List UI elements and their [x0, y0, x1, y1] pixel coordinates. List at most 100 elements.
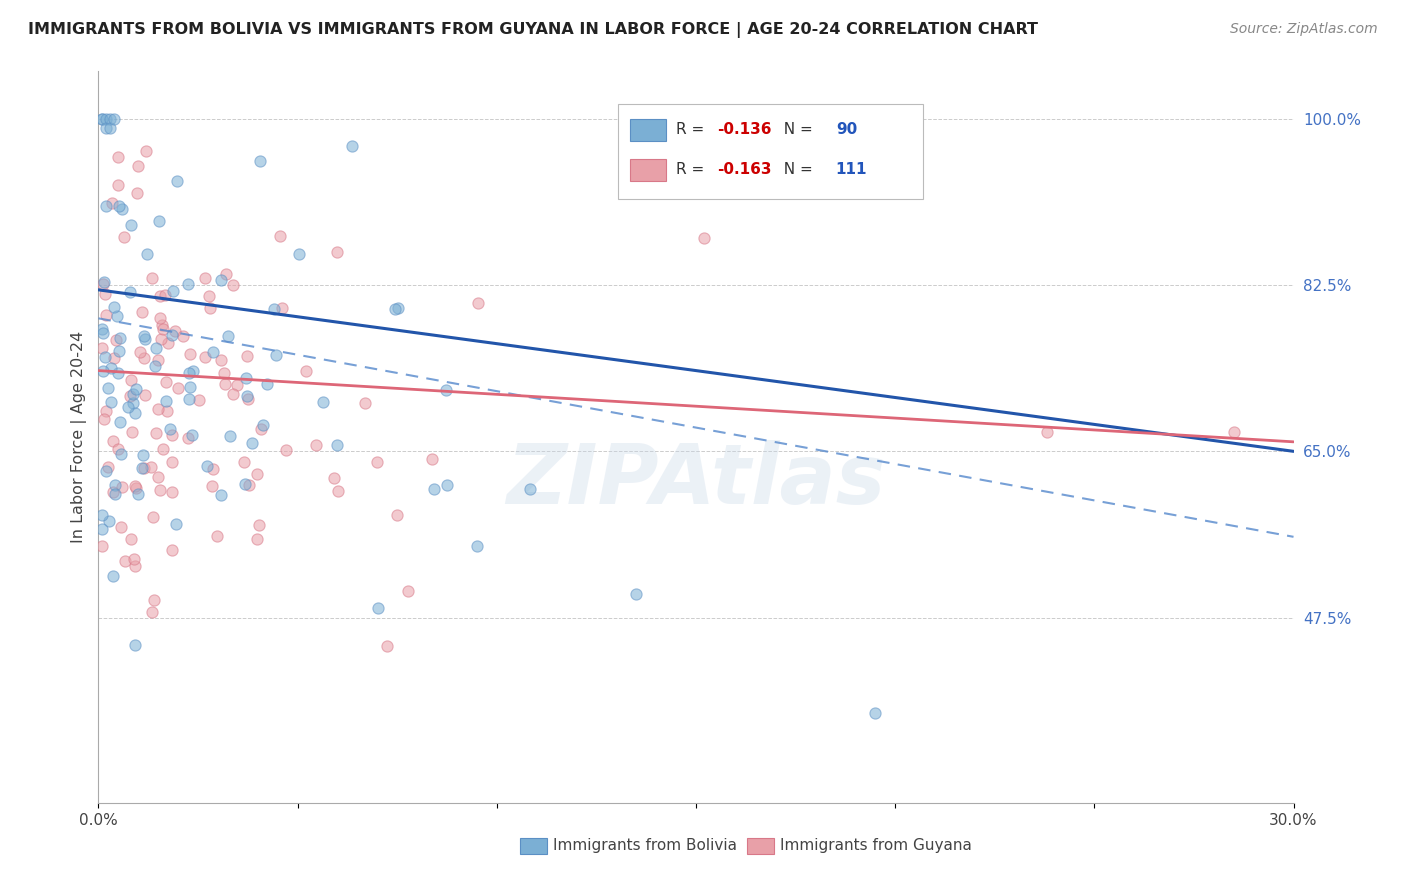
Point	[101, 434, 124, 448]
Point	[266, 348, 288, 362]
Point	[187, 392, 209, 407]
Point	[107, 366, 129, 380]
Y-axis label: In Labor Force | Age 20-24: In Labor Force | Age 20-24	[72, 331, 87, 543]
Point	[104, 487, 127, 501]
Point	[162, 455, 184, 469]
Point	[120, 373, 142, 387]
Point	[91, 277, 114, 291]
Point	[103, 301, 125, 315]
Point	[121, 387, 143, 401]
Point	[225, 378, 247, 392]
Bar	[748, 838, 773, 854]
Point	[295, 364, 318, 378]
Bar	[520, 838, 547, 854]
Point	[238, 478, 260, 492]
Point	[103, 112, 125, 126]
Point	[155, 393, 177, 408]
Point	[96, 112, 118, 126]
Point	[247, 518, 270, 533]
Point	[384, 301, 406, 316]
Point	[252, 417, 274, 432]
Point	[149, 288, 172, 302]
Point	[465, 539, 488, 553]
Text: Immigrants from Guyana: Immigrants from Guyana	[779, 838, 972, 853]
Point	[387, 301, 409, 316]
Point	[110, 415, 132, 429]
Point	[131, 304, 153, 318]
Point	[326, 244, 349, 259]
Point	[91, 508, 114, 522]
Point	[165, 324, 187, 338]
Point	[159, 422, 181, 436]
Point	[367, 600, 389, 615]
Point	[124, 639, 146, 653]
Point	[97, 460, 120, 475]
Point	[98, 121, 122, 136]
Point	[155, 376, 177, 390]
Point	[131, 448, 153, 462]
Point	[238, 392, 260, 407]
Point	[107, 150, 129, 164]
Point	[246, 467, 269, 482]
FancyBboxPatch shape	[619, 104, 922, 200]
Point	[91, 112, 114, 126]
Point	[160, 542, 183, 557]
Point	[122, 552, 145, 566]
Point	[105, 333, 128, 347]
Point	[91, 522, 114, 536]
Point	[93, 411, 115, 425]
Point	[149, 311, 172, 326]
Point	[305, 438, 328, 452]
Point	[107, 199, 129, 213]
Point	[150, 333, 173, 347]
Point	[134, 332, 156, 346]
Point	[91, 341, 114, 355]
Point	[179, 367, 201, 381]
Point	[195, 459, 218, 474]
Point	[124, 478, 146, 492]
Point	[179, 392, 201, 406]
Point	[1035, 425, 1057, 440]
Point	[222, 278, 245, 293]
Point	[114, 230, 136, 244]
Point	[124, 406, 146, 420]
Point	[91, 326, 114, 340]
Point	[172, 329, 194, 343]
Point	[96, 121, 118, 136]
Point	[100, 395, 122, 409]
Point	[134, 351, 156, 365]
Point	[326, 484, 349, 499]
Point	[205, 529, 228, 543]
Point	[865, 706, 887, 720]
Point	[107, 344, 129, 359]
Point	[222, 387, 245, 401]
Point	[149, 483, 172, 498]
Point	[218, 428, 240, 442]
Point	[246, 532, 269, 546]
Text: ZIPAtlas: ZIPAtlas	[506, 441, 886, 522]
Point	[201, 479, 224, 493]
Text: 111: 111	[835, 161, 868, 177]
Point	[160, 428, 183, 442]
Point	[127, 159, 149, 173]
Point	[103, 569, 125, 583]
Text: N =: N =	[773, 121, 817, 136]
Point	[263, 302, 285, 317]
Point	[142, 510, 165, 524]
Point	[121, 395, 143, 409]
Point	[100, 360, 122, 375]
Point	[94, 287, 117, 301]
Point	[326, 438, 349, 452]
Point	[436, 478, 458, 492]
Point	[276, 442, 298, 457]
Point	[249, 422, 271, 436]
Point	[256, 376, 278, 391]
Point	[269, 229, 291, 244]
Point	[127, 186, 149, 200]
Point	[396, 583, 419, 598]
Point	[121, 425, 143, 440]
Point	[120, 218, 142, 232]
Point	[142, 592, 165, 607]
Point	[101, 485, 124, 500]
Point	[150, 318, 173, 333]
